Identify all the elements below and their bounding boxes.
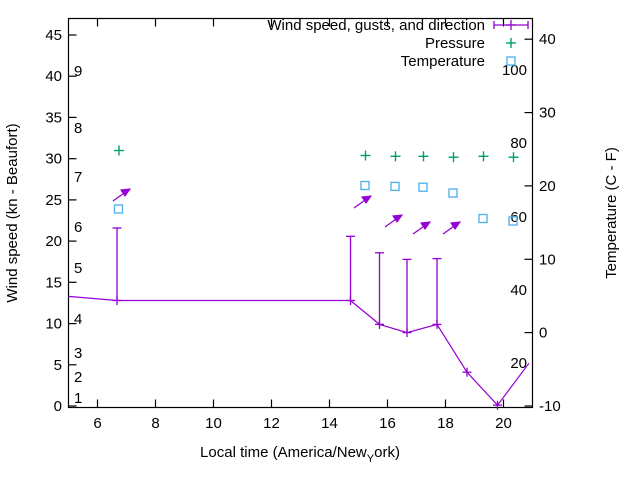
temperature-marker bbox=[478, 213, 488, 224]
legend-label-wind: Wind speed, gusts, and direction bbox=[267, 17, 485, 34]
wind-direction-arrow bbox=[353, 195, 373, 209]
beaufort-label: 6 bbox=[74, 219, 82, 236]
fahrenheit-label: 40 bbox=[510, 282, 527, 299]
y-tick-label: 10 bbox=[45, 316, 62, 333]
x-tick-label: 6 bbox=[93, 415, 101, 432]
legend-label-pressure: Pressure bbox=[425, 35, 485, 52]
y2-axis-title: Temperature (C - F) bbox=[603, 147, 620, 279]
y-tick-label: 5 bbox=[54, 357, 62, 374]
gust-bar bbox=[402, 258, 412, 333]
wind-direction-arrow bbox=[112, 188, 132, 202]
y-axis-title: Wind speed (kn - Beaufort) bbox=[4, 123, 21, 302]
beaufort-scale-labels: 1 2 3 4 5 6 7 8 9 bbox=[74, 63, 82, 407]
y-tick-label: 45 bbox=[45, 27, 62, 44]
x-tick-label: 20 bbox=[495, 415, 512, 432]
y-tick-label: 0 bbox=[54, 398, 62, 415]
y-tick-label: 25 bbox=[45, 192, 62, 209]
y2-tick-label: 20 bbox=[539, 178, 556, 195]
gust-bar bbox=[112, 227, 122, 301]
y2-tick-label: 0 bbox=[539, 325, 547, 342]
y2-tick-label: 40 bbox=[539, 31, 556, 48]
x-tick-label: 14 bbox=[321, 415, 338, 432]
pressure-markers bbox=[114, 145, 519, 163]
legend-marker-temperature bbox=[506, 56, 516, 66]
y-tick-label: 20 bbox=[45, 233, 62, 250]
x-tick-label: 8 bbox=[151, 415, 159, 432]
wind-direction-arrow bbox=[384, 214, 404, 228]
x-axis-title: Local time (America/NewYork) bbox=[200, 444, 400, 465]
y2-tick-label: 10 bbox=[539, 251, 556, 268]
fahrenheit-label: 60 bbox=[510, 209, 527, 226]
wind-direction-arrows bbox=[112, 188, 462, 235]
beaufort-label: 5 bbox=[74, 260, 82, 277]
x-tick-label: 10 bbox=[205, 415, 222, 432]
beaufort-label: 9 bbox=[74, 63, 82, 80]
y-tick-label: 40 bbox=[45, 68, 62, 85]
fahrenheit-label: 20 bbox=[510, 355, 527, 372]
y-tick-label: 35 bbox=[45, 109, 62, 126]
wind-direction-arrow bbox=[412, 221, 432, 235]
y-tick-label: 30 bbox=[45, 151, 62, 168]
pressure-marker bbox=[360, 150, 371, 161]
wind-direction-arrow bbox=[442, 221, 462, 235]
x-tick-label: 16 bbox=[379, 415, 396, 432]
y2-axis-tick-labels: -10 0 10 20 30 40 bbox=[539, 31, 561, 415]
beaufort-label: 7 bbox=[74, 169, 82, 186]
plot-frame bbox=[67, 17, 534, 409]
y2-tick-label: 30 bbox=[539, 105, 556, 122]
fahrenheit-label: 100 bbox=[502, 62, 527, 79]
y2-tick-label: -10 bbox=[539, 398, 561, 415]
temperature-marker bbox=[508, 216, 518, 226]
temperature-marker bbox=[448, 188, 458, 198]
beaufort-label: 4 bbox=[74, 311, 82, 328]
legend-label-temperature: Temperature bbox=[401, 53, 485, 70]
y2-axis-ticks bbox=[524, 38, 533, 407]
x-tick-label: 12 bbox=[263, 415, 280, 432]
y-tick-label: 15 bbox=[45, 274, 62, 291]
pressure-marker bbox=[390, 151, 401, 162]
wind-point bbox=[493, 400, 502, 410]
legend-marker-pressure bbox=[506, 38, 516, 48]
gust-bars bbox=[112, 227, 442, 333]
pressure-marker bbox=[114, 145, 124, 156]
wind-point bbox=[462, 367, 472, 377]
gust-bar bbox=[432, 257, 442, 325]
x-tick-label: 18 bbox=[437, 415, 454, 432]
gust-bar bbox=[375, 252, 384, 325]
chart-legend: Wind speed, gusts, and direction Pressur… bbox=[267, 17, 529, 70]
beaufort-label: 3 bbox=[74, 345, 82, 362]
pressure-marker bbox=[448, 152, 459, 163]
fahrenheit-label: 80 bbox=[510, 135, 527, 152]
temperature-marker bbox=[113, 204, 124, 214]
legend-marker-wind bbox=[493, 20, 529, 30]
beaufort-label: 2 bbox=[74, 369, 82, 386]
beaufort-label: 8 bbox=[74, 120, 82, 137]
pressure-marker bbox=[508, 152, 519, 163]
temperature-marker bbox=[390, 181, 400, 192]
y-axis-tick-labels: 0 5 10 15 20 25 30 35 40 45 bbox=[45, 27, 62, 415]
fahrenheit-scale-labels: 20 40 60 80 100 bbox=[502, 62, 527, 372]
y-axis-ticks bbox=[68, 34, 77, 407]
pressure-marker bbox=[418, 151, 429, 162]
temperature-marker bbox=[418, 182, 428, 192]
beaufort-label: 1 bbox=[74, 390, 82, 407]
pressure-marker bbox=[478, 151, 489, 162]
temperature-marker bbox=[360, 180, 370, 191]
x-axis-tick-labels: 6 8 10 12 14 16 18 20 bbox=[93, 415, 512, 432]
gust-bar bbox=[346, 235, 355, 301]
temperature-markers bbox=[113, 180, 518, 226]
